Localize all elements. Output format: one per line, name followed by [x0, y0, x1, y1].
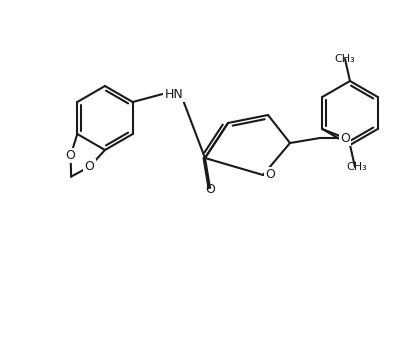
Text: O: O [85, 160, 94, 173]
Text: CH₃: CH₃ [335, 54, 355, 64]
Text: HN: HN [165, 87, 184, 100]
Text: O: O [66, 149, 76, 162]
Text: CH₃: CH₃ [347, 162, 368, 172]
Text: O: O [265, 168, 275, 181]
Text: O: O [205, 183, 215, 196]
Text: O: O [340, 131, 350, 144]
